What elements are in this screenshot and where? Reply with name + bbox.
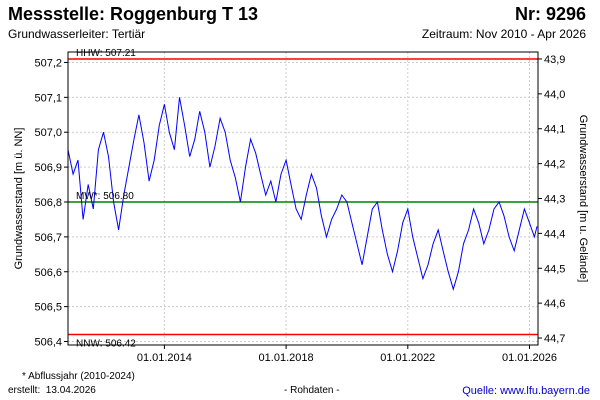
bottom-tick-label: 01.01.2018 [259, 352, 314, 364]
right-tick-label: 44,4 [544, 228, 565, 240]
right-axis-title: Grundwasserstand [m u. Gelände] [577, 115, 589, 283]
left-axis-title: Grundwasserstand [m ü. NN] [13, 128, 25, 270]
right-tick-label: 44,1 [544, 124, 565, 136]
right-tick-label: 44,3 [544, 194, 565, 206]
right-tick-label: 43,9 [544, 54, 565, 66]
bottom-tick-label: 01.01.2026 [502, 352, 557, 364]
station-title: Messstelle: Roggenburg T 13 [8, 4, 259, 24]
left-tick-label: 506,9 [34, 162, 62, 174]
left-tick-label: 507,0 [34, 127, 62, 139]
period-label: Zeitraum: Nov 2010 - Apr 2026 [421, 27, 586, 41]
rawdata-note: - Rohdaten - [284, 385, 340, 396]
series-line [67, 97, 538, 291]
reference-label-nnw: NNW: 506.42 [76, 339, 136, 350]
left-tick-label: 506,5 [34, 302, 62, 314]
footnote: * Abflussjahr (2010-2024) [22, 371, 135, 382]
station-number: Nr: 9296 [514, 4, 586, 24]
left-tick-label: 507,1 [34, 92, 62, 104]
left-tick-label: 506,6 [34, 267, 62, 279]
left-axis: 506,4 506,5 506,6 506,7 506,8 506,9 507,0 507,1… [34, 57, 68, 349]
right-tick-label: 44,7 [544, 333, 565, 345]
reference-labels: HHW: 507.21 MW*: 506.80 NNW: 506.42 [76, 48, 136, 350]
created-row: erstellt: 13.04.2026 [8, 385, 96, 396]
left-tick-label: 507,2 [34, 57, 62, 69]
created-label: erstellt: [8, 385, 41, 396]
plot-frame [67, 51, 539, 346]
right-axis: 43,9 44,0 44,1 44,2 44,3 44,4 44,5 44,6 44,7 [538, 54, 565, 345]
reference-label-mw: MW*: 506.80 [76, 191, 134, 202]
right-tick-label: 44,2 [544, 159, 565, 171]
reference-label-hhw: HHW: 507.21 [76, 48, 136, 59]
left-tick-label: 506,7 [34, 232, 62, 244]
source-link[interactable]: Quelle: www.lfu.bayern.de [462, 385, 590, 397]
grid-layer [68, 52, 538, 345]
bottom-tick-label: 01.01.2014 [137, 352, 192, 364]
bottom-tick-label: 01.01.2022 [380, 352, 435, 364]
right-tick-label: 44,6 [544, 298, 565, 310]
aquifer-label: Grundwasserleiter: Tertiär [8, 27, 146, 41]
reference-lines [68, 58, 538, 336]
left-tick-label: 506,4 [34, 337, 62, 349]
created-date: 13.04.2026 [45, 385, 96, 396]
right-tick-label: 44,0 [544, 89, 565, 101]
bottom-axis: 01.01.2014 01.01.2018 01.01.2022 01.01.2026 [137, 345, 557, 364]
left-tick-label: 506,8 [34, 197, 62, 209]
right-tick-label: 44,5 [544, 263, 565, 275]
